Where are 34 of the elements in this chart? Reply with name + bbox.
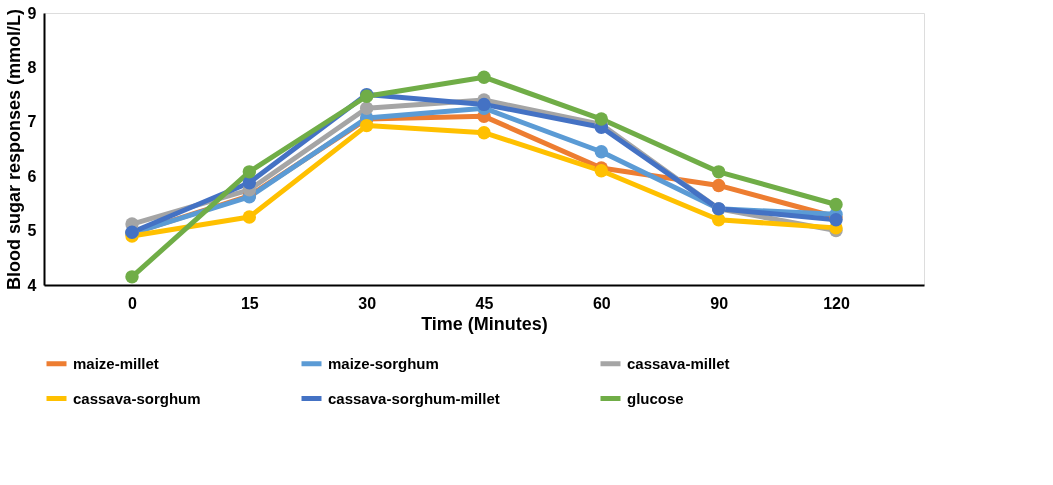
x-tick-label: 90 — [710, 294, 729, 312]
point — [594, 112, 609, 126]
y-tick-label: 4 — [27, 276, 37, 294]
point — [477, 70, 491, 84]
point — [711, 178, 726, 193]
point — [829, 197, 843, 212]
point — [125, 270, 139, 284]
x-tick-label: 60 — [592, 294, 611, 312]
y-tick-label: 8 — [27, 58, 37, 76]
x-tick-label: 15 — [240, 294, 259, 312]
y-axis-title: Blood sugar responses (mmol/L) — [3, 8, 24, 291]
point — [242, 210, 257, 224]
y-tick-label: 5 — [27, 222, 37, 240]
point — [711, 165, 726, 179]
y-tick-label: 7 — [27, 113, 37, 131]
y-tick-label: 6 — [27, 167, 37, 185]
legend-label: glucose — [627, 389, 684, 407]
point — [359, 101, 374, 115]
point — [477, 97, 491, 112]
point — [594, 145, 609, 159]
point — [359, 118, 374, 133]
x-tick-label: 0 — [128, 294, 138, 312]
legend-label: cassava-sorghum-millet — [328, 389, 500, 407]
legend-label: maize-sorghum — [328, 354, 439, 372]
y-tick-label: 9 — [27, 4, 37, 22]
legend-label: cassava-millet — [627, 354, 730, 372]
legend-label: cassava-sorghum — [73, 389, 201, 407]
x-tick-label: 45 — [475, 294, 494, 312]
point — [477, 125, 491, 140]
x-tick-label: 120 — [823, 294, 850, 312]
legend-label: maize-millet — [73, 354, 159, 372]
x-tick-label: 30 — [358, 294, 377, 312]
point — [242, 165, 257, 179]
x-axis-title: Time (Minutes) — [421, 313, 548, 334]
